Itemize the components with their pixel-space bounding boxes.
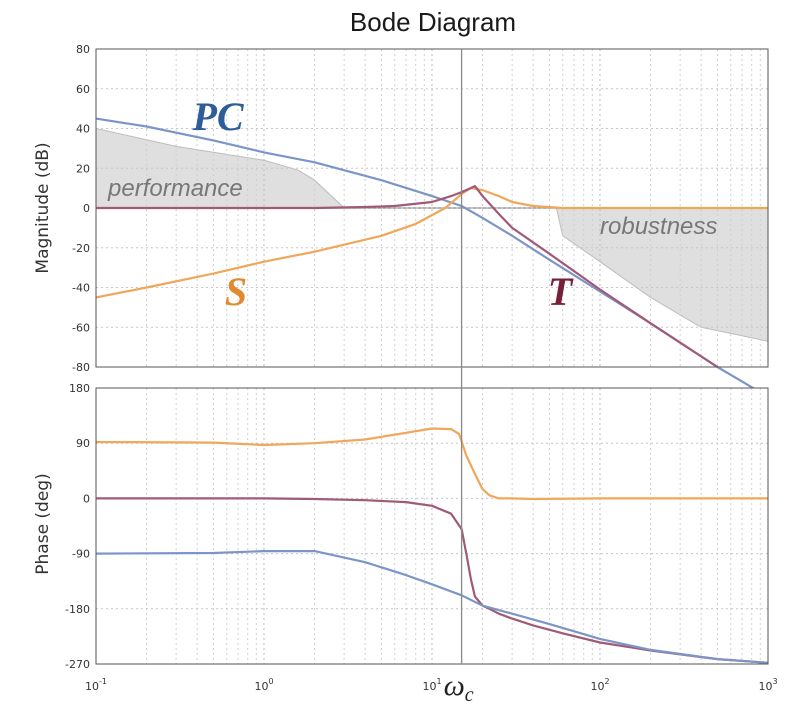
x-tick-exponent: 3 <box>772 677 777 686</box>
x-axis-ticks: 10-1 100 101 102 103 <box>85 677 778 693</box>
series-label-t: T <box>548 269 574 314</box>
y-tick-label: 0 <box>83 202 90 215</box>
y-tick-label: -60 <box>72 321 90 334</box>
y-tick-label: 60 <box>76 83 90 96</box>
crossover-label-omega: ω <box>444 669 465 702</box>
y-tick-label: 90 <box>76 437 90 450</box>
phase-curve-s <box>95 427 768 501</box>
chart-title: Bode Diagram <box>350 7 516 37</box>
magnitude-frame <box>95 48 769 368</box>
phase-frame <box>95 387 769 665</box>
x-tick-label: 100 <box>254 677 273 693</box>
magnitude-y-label: Magnitude (dB) <box>33 142 53 273</box>
crossover-label-subscript: c <box>465 684 474 706</box>
y-tick-label: 0 <box>83 492 90 505</box>
y-tick-label: 20 <box>76 162 90 175</box>
x-tick-label: 102 <box>590 677 609 693</box>
y-tick-label: -20 <box>72 242 90 255</box>
x-tick-exponent: 1 <box>436 677 441 686</box>
region-label-robustness: robustness <box>600 213 717 240</box>
y-tick-label: -40 <box>72 282 90 295</box>
crossover-label: ωc <box>444 669 474 706</box>
x-tick-base: 10 <box>254 680 268 693</box>
y-tick-label: -180 <box>65 603 90 616</box>
x-tick-base: 10 <box>85 680 99 693</box>
y-tick-label: 40 <box>76 123 90 136</box>
magnitude-curve-t <box>96 185 719 368</box>
x-tick-base: 10 <box>422 680 436 693</box>
y-tick-label: -270 <box>65 658 90 671</box>
phase-panel: 180 90 0 -90 -180 -270 Phase (deg) <box>33 382 769 671</box>
x-tick-base: 10 <box>758 680 772 693</box>
phase-y-ticks: 180 90 0 -90 -180 -270 <box>65 382 90 671</box>
y-tick-label: 180 <box>69 382 90 395</box>
x-tick-base: 10 <box>590 680 604 693</box>
series-label-pc: PC <box>191 94 244 139</box>
phase-curve-t <box>96 497 769 664</box>
x-tick-exponent: 2 <box>604 677 609 686</box>
y-tick-label: -90 <box>72 548 90 561</box>
series-label-s: S <box>225 269 247 314</box>
region-label-performance: performance <box>107 175 243 202</box>
x-tick-label: 10-1 <box>85 677 107 693</box>
y-tick-label: -80 <box>72 361 90 374</box>
phase-y-label: Phase (deg) <box>33 473 53 574</box>
magnitude-y-ticks: 80 60 40 20 0 -20 -40 -60 -80 <box>72 43 90 374</box>
y-tick-label: 80 <box>76 43 90 56</box>
x-tick-exponent: 0 <box>268 677 273 686</box>
x-tick-exponent: -1 <box>99 677 107 686</box>
x-tick-label: 103 <box>758 677 777 693</box>
x-tick-label: 101 <box>422 677 441 693</box>
